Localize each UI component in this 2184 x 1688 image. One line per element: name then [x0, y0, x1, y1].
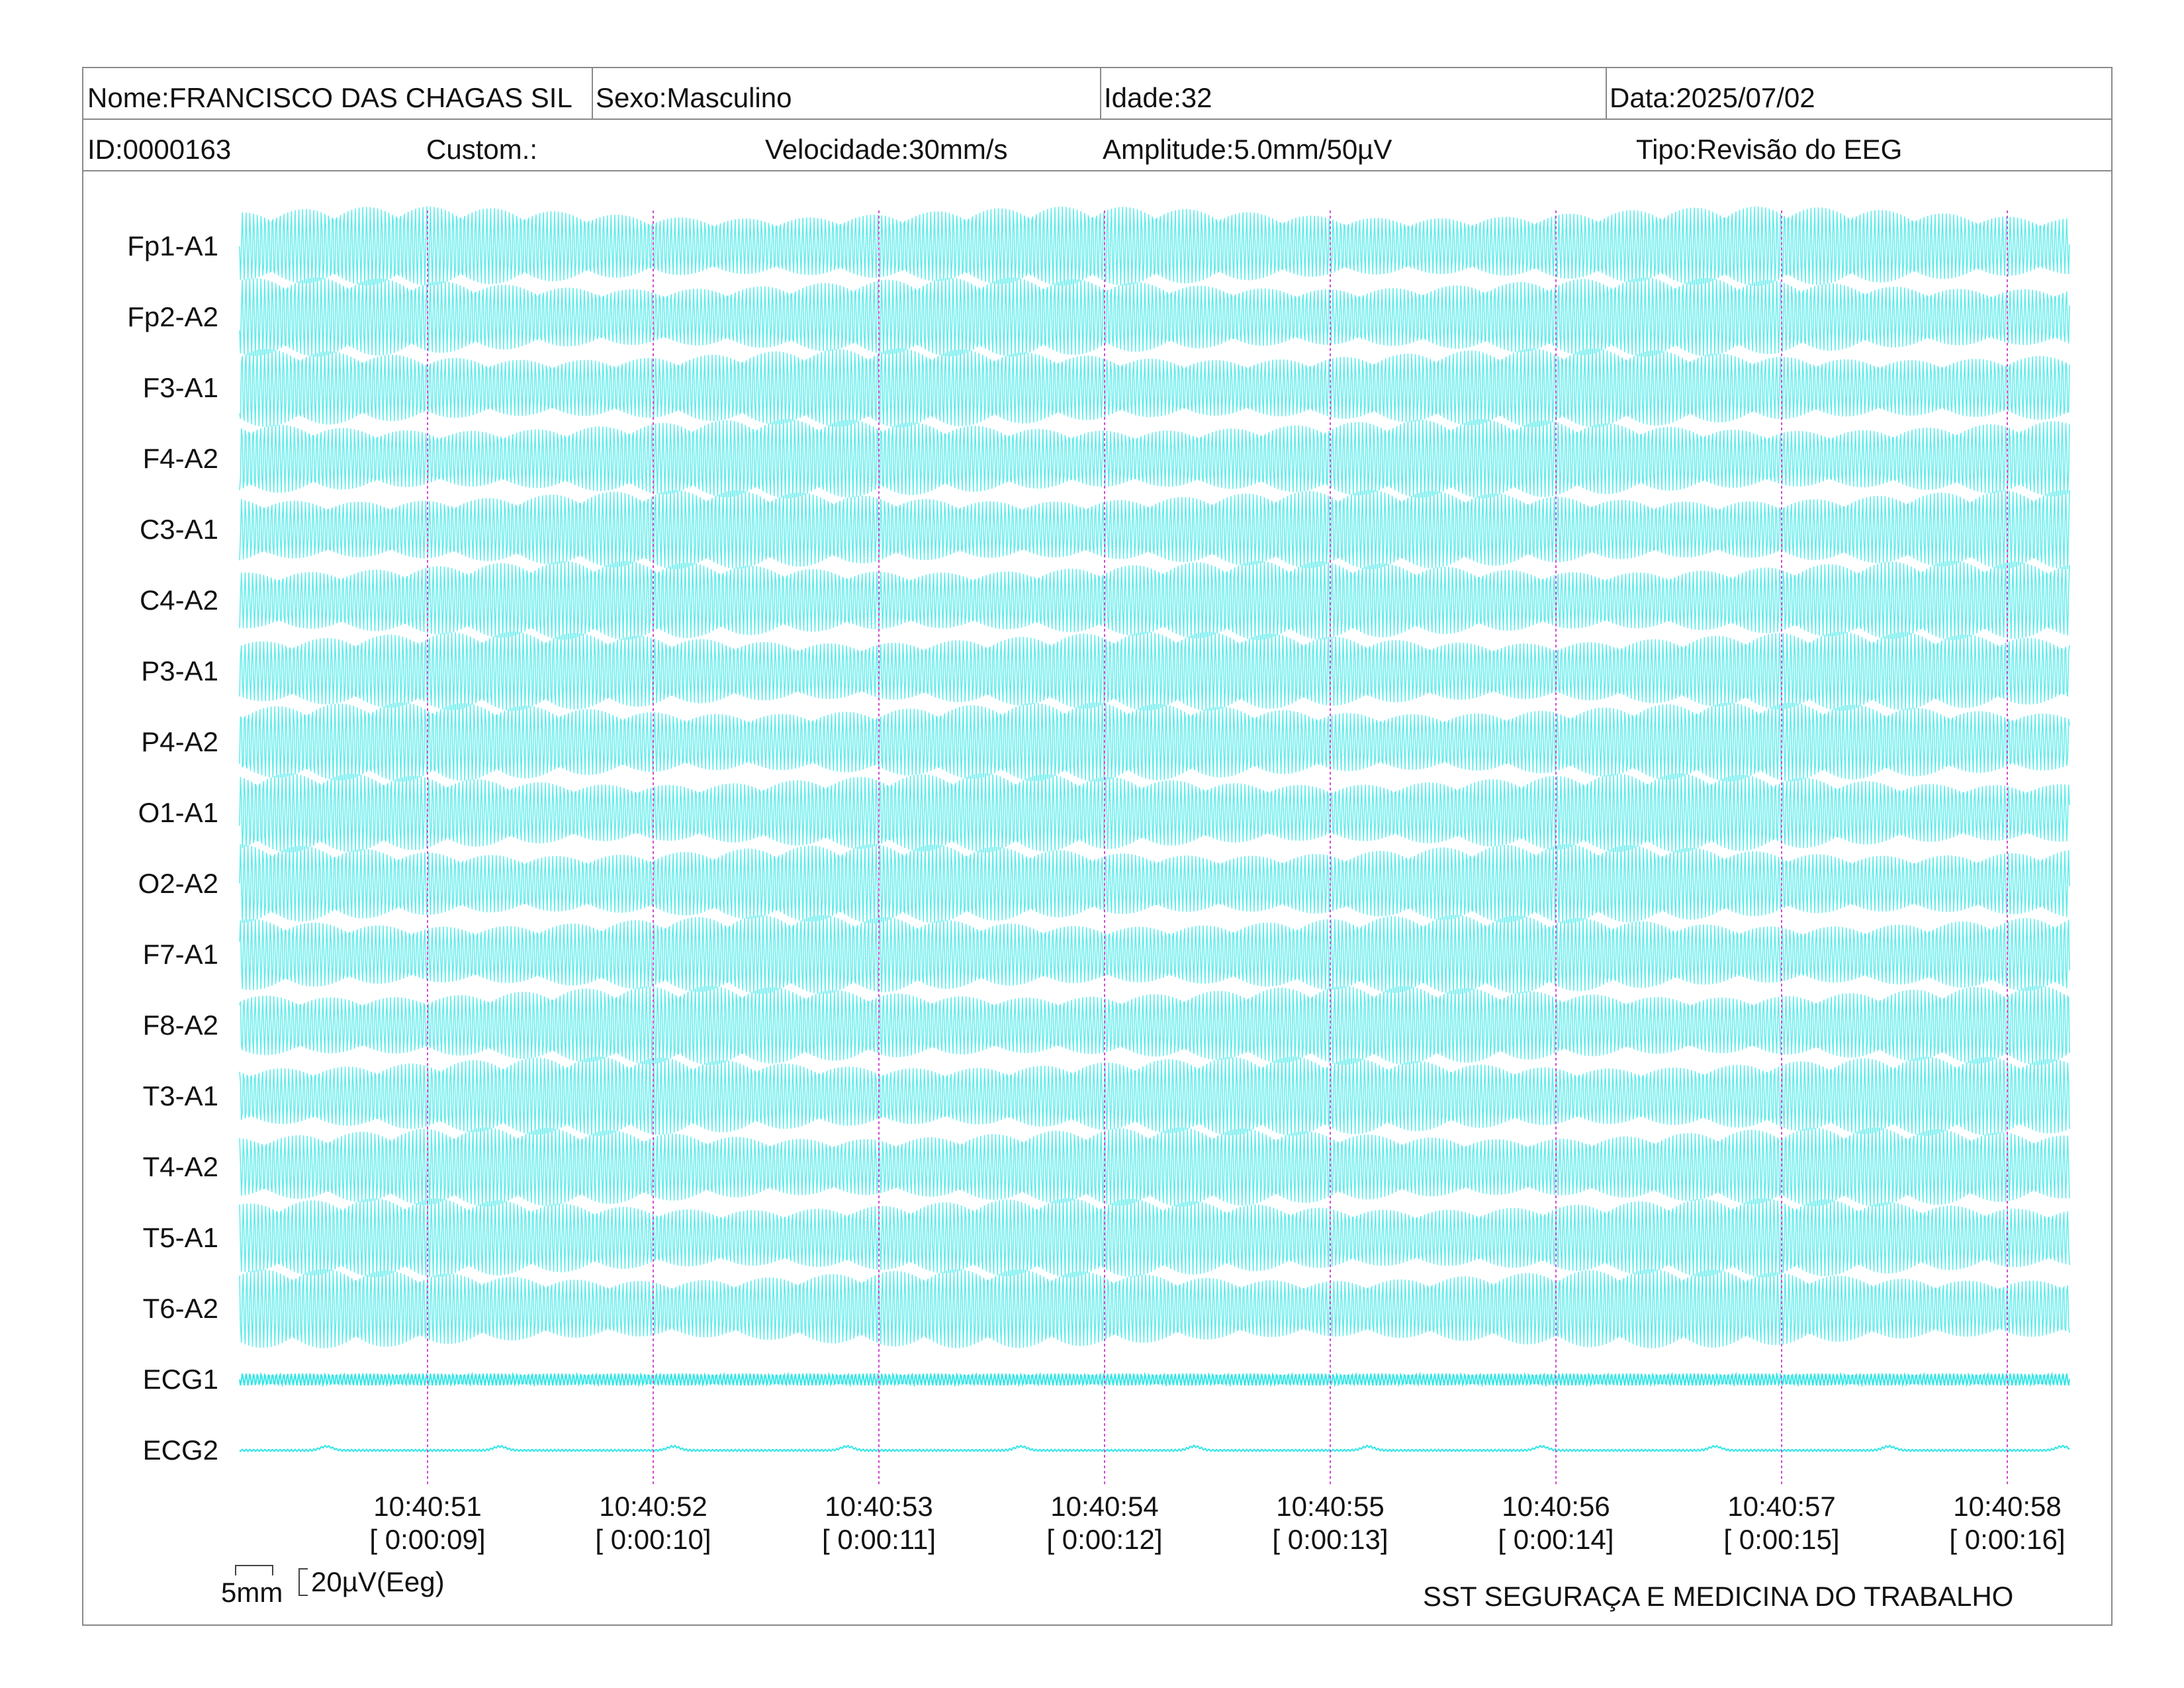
patient-name: Nome:FRANCISCO DAS CHAGAS SIL	[87, 82, 572, 113]
trace-c4-a2	[239, 560, 2070, 640]
tick-elapsed: [ 0:00:12]	[1046, 1524, 1162, 1555]
channel-label-o2-a2: O2-A2	[138, 868, 218, 899]
channel-label-c3-a1: C3-A1	[140, 514, 218, 545]
channel-label-c4-a2: C4-A2	[140, 585, 218, 616]
trace-ecg2	[239, 1444, 2070, 1452]
trace-c3-a1	[239, 489, 2070, 569]
tick-elapsed: [ 0:00:09]	[369, 1524, 485, 1555]
trace-f3-a1	[239, 348, 2070, 428]
tick-clock: 10:40:55	[1276, 1491, 1385, 1522]
trace-fp2-a2	[239, 277, 2070, 357]
tick-clock: 10:40:51	[373, 1491, 482, 1522]
scale-mm-label: 5mm	[221, 1577, 283, 1608]
channel-label-t3-a1: T3-A1	[143, 1080, 218, 1111]
header-row-1: Nome:FRANCISCO DAS CHAGAS SIL Sexo:Mascu…	[83, 68, 2111, 120]
trace-t6-a2	[239, 1269, 2070, 1349]
trace-p4-a2	[239, 702, 2070, 782]
report-frame: Nome:FRANCISCO DAS CHAGAS SIL Sexo:Mascu…	[82, 67, 2113, 1626]
channel-label-f3-a1: F3-A1	[143, 372, 218, 403]
scale-bar	[235, 1565, 308, 1596]
company-name: SST SEGURAÇA E MEDICINA DO TRABALHO	[1423, 1581, 2014, 1612]
channel-label-fp1-a1: Fp1-A1	[127, 230, 218, 261]
tick-clock: 10:40:52	[599, 1491, 707, 1522]
trace-t4-a2	[239, 1127, 2070, 1207]
trace-p3-a1	[239, 632, 2070, 712]
channel-label-o1-a1: O1-A1	[138, 797, 218, 828]
tick-clock: 10:40:56	[1502, 1491, 1610, 1522]
trace-o1-a1	[239, 773, 2070, 853]
channel-label-t5-a1: T5-A1	[143, 1222, 218, 1253]
tick-clock: 10:40:53	[825, 1491, 933, 1522]
channel-label-f4-a2: F4-A2	[143, 443, 218, 474]
eeg-traces	[239, 207, 2070, 1452]
trace-f4-a2	[239, 418, 2070, 498]
tick-clock: 10:40:58	[1953, 1491, 2062, 1522]
tick-elapsed: [ 0:00:16]	[1949, 1524, 2065, 1555]
second-markers	[427, 211, 2008, 1486]
patient-sex: Sexo:Masculino	[592, 68, 1099, 118]
speed: Velocidade:30mm/s	[765, 134, 1008, 165]
tick-elapsed: [ 0:00:11]	[822, 1524, 936, 1555]
amplitude: Amplitude:5.0mm/50µV	[1103, 134, 1392, 165]
channel-label-t6-a2: T6-A2	[143, 1293, 218, 1324]
trace-f7-a1	[239, 915, 2070, 994]
channel-label-f8-a2: F8-A2	[143, 1009, 218, 1041]
record-id: ID:0000163	[87, 134, 232, 165]
channel-label-p4-a2: P4-A2	[141, 726, 218, 757]
trace-ecg1	[239, 1372, 2070, 1387]
patient-age: Idade:32	[1100, 68, 1607, 118]
tick-elapsed: [ 0:00:15]	[1723, 1524, 1839, 1555]
channel-label-ecg1: ECG1	[143, 1364, 218, 1395]
trace-f8-a2	[239, 985, 2070, 1065]
tick-elapsed: [ 0:00:14]	[1498, 1524, 1614, 1555]
channel-label-t4-a2: T4-A2	[143, 1151, 218, 1182]
trace-fp1-a1	[239, 207, 2070, 287]
scale-uv-label: 20µV(Eeg)	[311, 1566, 445, 1597]
tick-elapsed: [ 0:00:10]	[595, 1524, 711, 1555]
time-axis-labels: 10:40:51[ 0:00:09] 10:40:52[ 0:00:10] 10:4…	[369, 1491, 2065, 1555]
channel-labels: Fp1-A1 Fp2-A2 F3-A1 F4-A2 C3-A1 C4-A2 P3-A1 P4-…	[127, 230, 218, 1466]
tick-elapsed: [ 0:00:13]	[1272, 1524, 1388, 1555]
record-type: Tipo:Revisão do EEG	[1636, 134, 1903, 165]
tick-clock: 10:40:54	[1050, 1491, 1159, 1522]
channel-label-f7-a1: F7-A1	[143, 939, 218, 970]
channel-label-fp2-a2: Fp2-A2	[127, 301, 218, 332]
trace-t5-a1	[239, 1197, 2070, 1278]
channel-label-ecg2: ECG2	[143, 1434, 218, 1466]
channel-label-p3-a1: P3-A1	[141, 655, 218, 686]
tick-clock: 10:40:57	[1727, 1491, 1836, 1522]
custom-field: Custom.:	[426, 134, 538, 165]
header-row-2: ID:0000163 Custom.: Velocidade:30mm/s Am…	[83, 120, 2111, 171]
trace-t3-a1	[239, 1056, 2070, 1137]
trace-o2-a2	[239, 843, 2070, 924]
record-date: Data:2025/07/02	[1606, 68, 2113, 118]
